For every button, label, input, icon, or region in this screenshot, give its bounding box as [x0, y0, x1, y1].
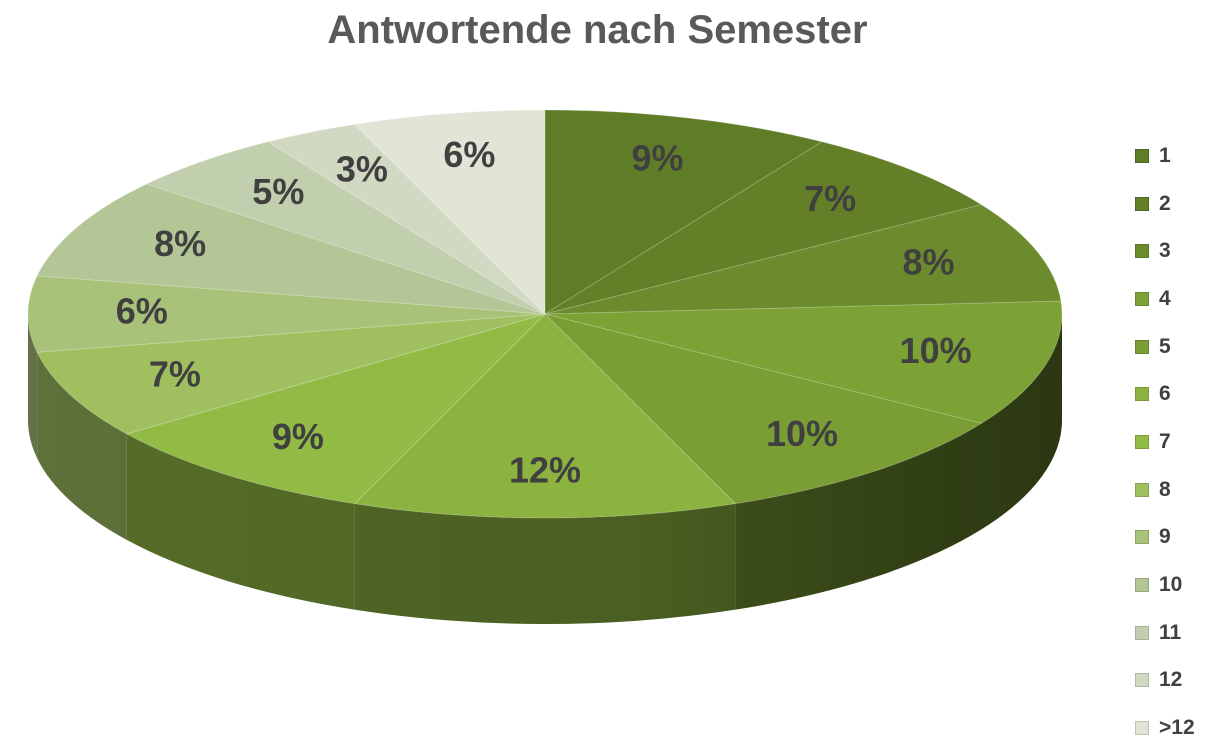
- pie-data-label: 7%: [149, 354, 201, 395]
- pie-side-shading: [28, 314, 1062, 624]
- legend-label: 9: [1159, 525, 1171, 549]
- pie-label-group: 9% 7% 8% 10% 10% 12% 9% 7% 6% 8% 5% 3% 6%: [116, 134, 972, 490]
- pie-data-label: 9%: [631, 138, 683, 179]
- legend-item: 8: [1135, 466, 1215, 514]
- legend-item: 6: [1135, 370, 1215, 418]
- legend-swatch: [1135, 721, 1149, 736]
- pie-data-label: 8%: [154, 223, 206, 264]
- pie-data-label: 10%: [766, 413, 838, 454]
- legend-swatch: [1135, 482, 1149, 497]
- legend-item: 12: [1135, 657, 1215, 705]
- legend-swatch: [1135, 578, 1149, 593]
- pie-data-label: 6%: [116, 291, 168, 332]
- legend-swatch: [1135, 291, 1149, 306]
- pie-data-label: 6%: [443, 134, 495, 175]
- legend-item: 2: [1135, 180, 1215, 228]
- pie-slice: [27, 275, 546, 353]
- legend-swatch: [1135, 196, 1149, 211]
- pie-slice: [544, 141, 983, 315]
- legend-swatch: [1135, 625, 1149, 640]
- legend-label: 10: [1159, 573, 1183, 597]
- legend-label: 2: [1159, 191, 1171, 215]
- pie-slice: [36, 313, 546, 435]
- pie-slice: [543, 313, 983, 505]
- legend-item: 11: [1135, 609, 1215, 657]
- legend-swatch: [1135, 387, 1149, 402]
- legend-swatch: [1135, 673, 1149, 688]
- pie-data-label: 8%: [903, 241, 955, 282]
- legend-swatch: [1135, 244, 1149, 259]
- chart-title: Antwortende nach Semester: [327, 8, 868, 52]
- legend-label: 7: [1159, 429, 1171, 453]
- legend-swatch: [1135, 530, 1149, 545]
- pie-slice: [544, 300, 1063, 424]
- pie-data-label: 7%: [804, 178, 856, 219]
- pie-slice: [125, 313, 546, 505]
- pie-data-label: 9%: [272, 416, 324, 457]
- pie-slice: [266, 123, 546, 315]
- pie-side-group: [28, 314, 1062, 624]
- legend-label: 12: [1159, 668, 1183, 692]
- legend: 1 2 3 4 5 6 7 8 9 10 11 12 >12: [1135, 132, 1215, 752]
- legend-label: 5: [1159, 334, 1171, 358]
- legend-item: 4: [1135, 275, 1215, 323]
- legend-item: 10: [1135, 561, 1215, 609]
- legend-item: 3: [1135, 227, 1215, 275]
- pie-data-label: 12%: [509, 450, 581, 491]
- legend-label: 4: [1159, 286, 1171, 310]
- legend-label: 3: [1159, 239, 1171, 263]
- pie-slice: [145, 141, 546, 315]
- legend-swatch: [1135, 148, 1149, 163]
- legend-swatch: [1135, 434, 1149, 449]
- legend-item: 5: [1135, 323, 1215, 371]
- legend-label: 11: [1159, 620, 1182, 644]
- pie-top-group: [27, 109, 1063, 519]
- pie-data-label: 5%: [252, 171, 304, 212]
- legend-item: 1: [1135, 132, 1215, 180]
- pie-slice: [353, 313, 737, 519]
- legend-label: 6: [1159, 382, 1171, 406]
- legend-item: >12: [1135, 704, 1215, 752]
- legend-item: 9: [1135, 514, 1215, 562]
- pie-data-label: 10%: [900, 330, 972, 371]
- legend-swatch: [1135, 339, 1149, 354]
- legend-item: 7: [1135, 418, 1215, 466]
- pie-slice: [544, 109, 824, 315]
- pie-slice: [353, 109, 546, 316]
- pie-slice: [544, 204, 1062, 315]
- legend-label: >12: [1159, 716, 1195, 740]
- legend-label: 1: [1159, 143, 1171, 167]
- legend-label: 8: [1159, 477, 1171, 501]
- pie-data-label: 3%: [336, 149, 388, 190]
- pie-slice: [36, 183, 546, 315]
